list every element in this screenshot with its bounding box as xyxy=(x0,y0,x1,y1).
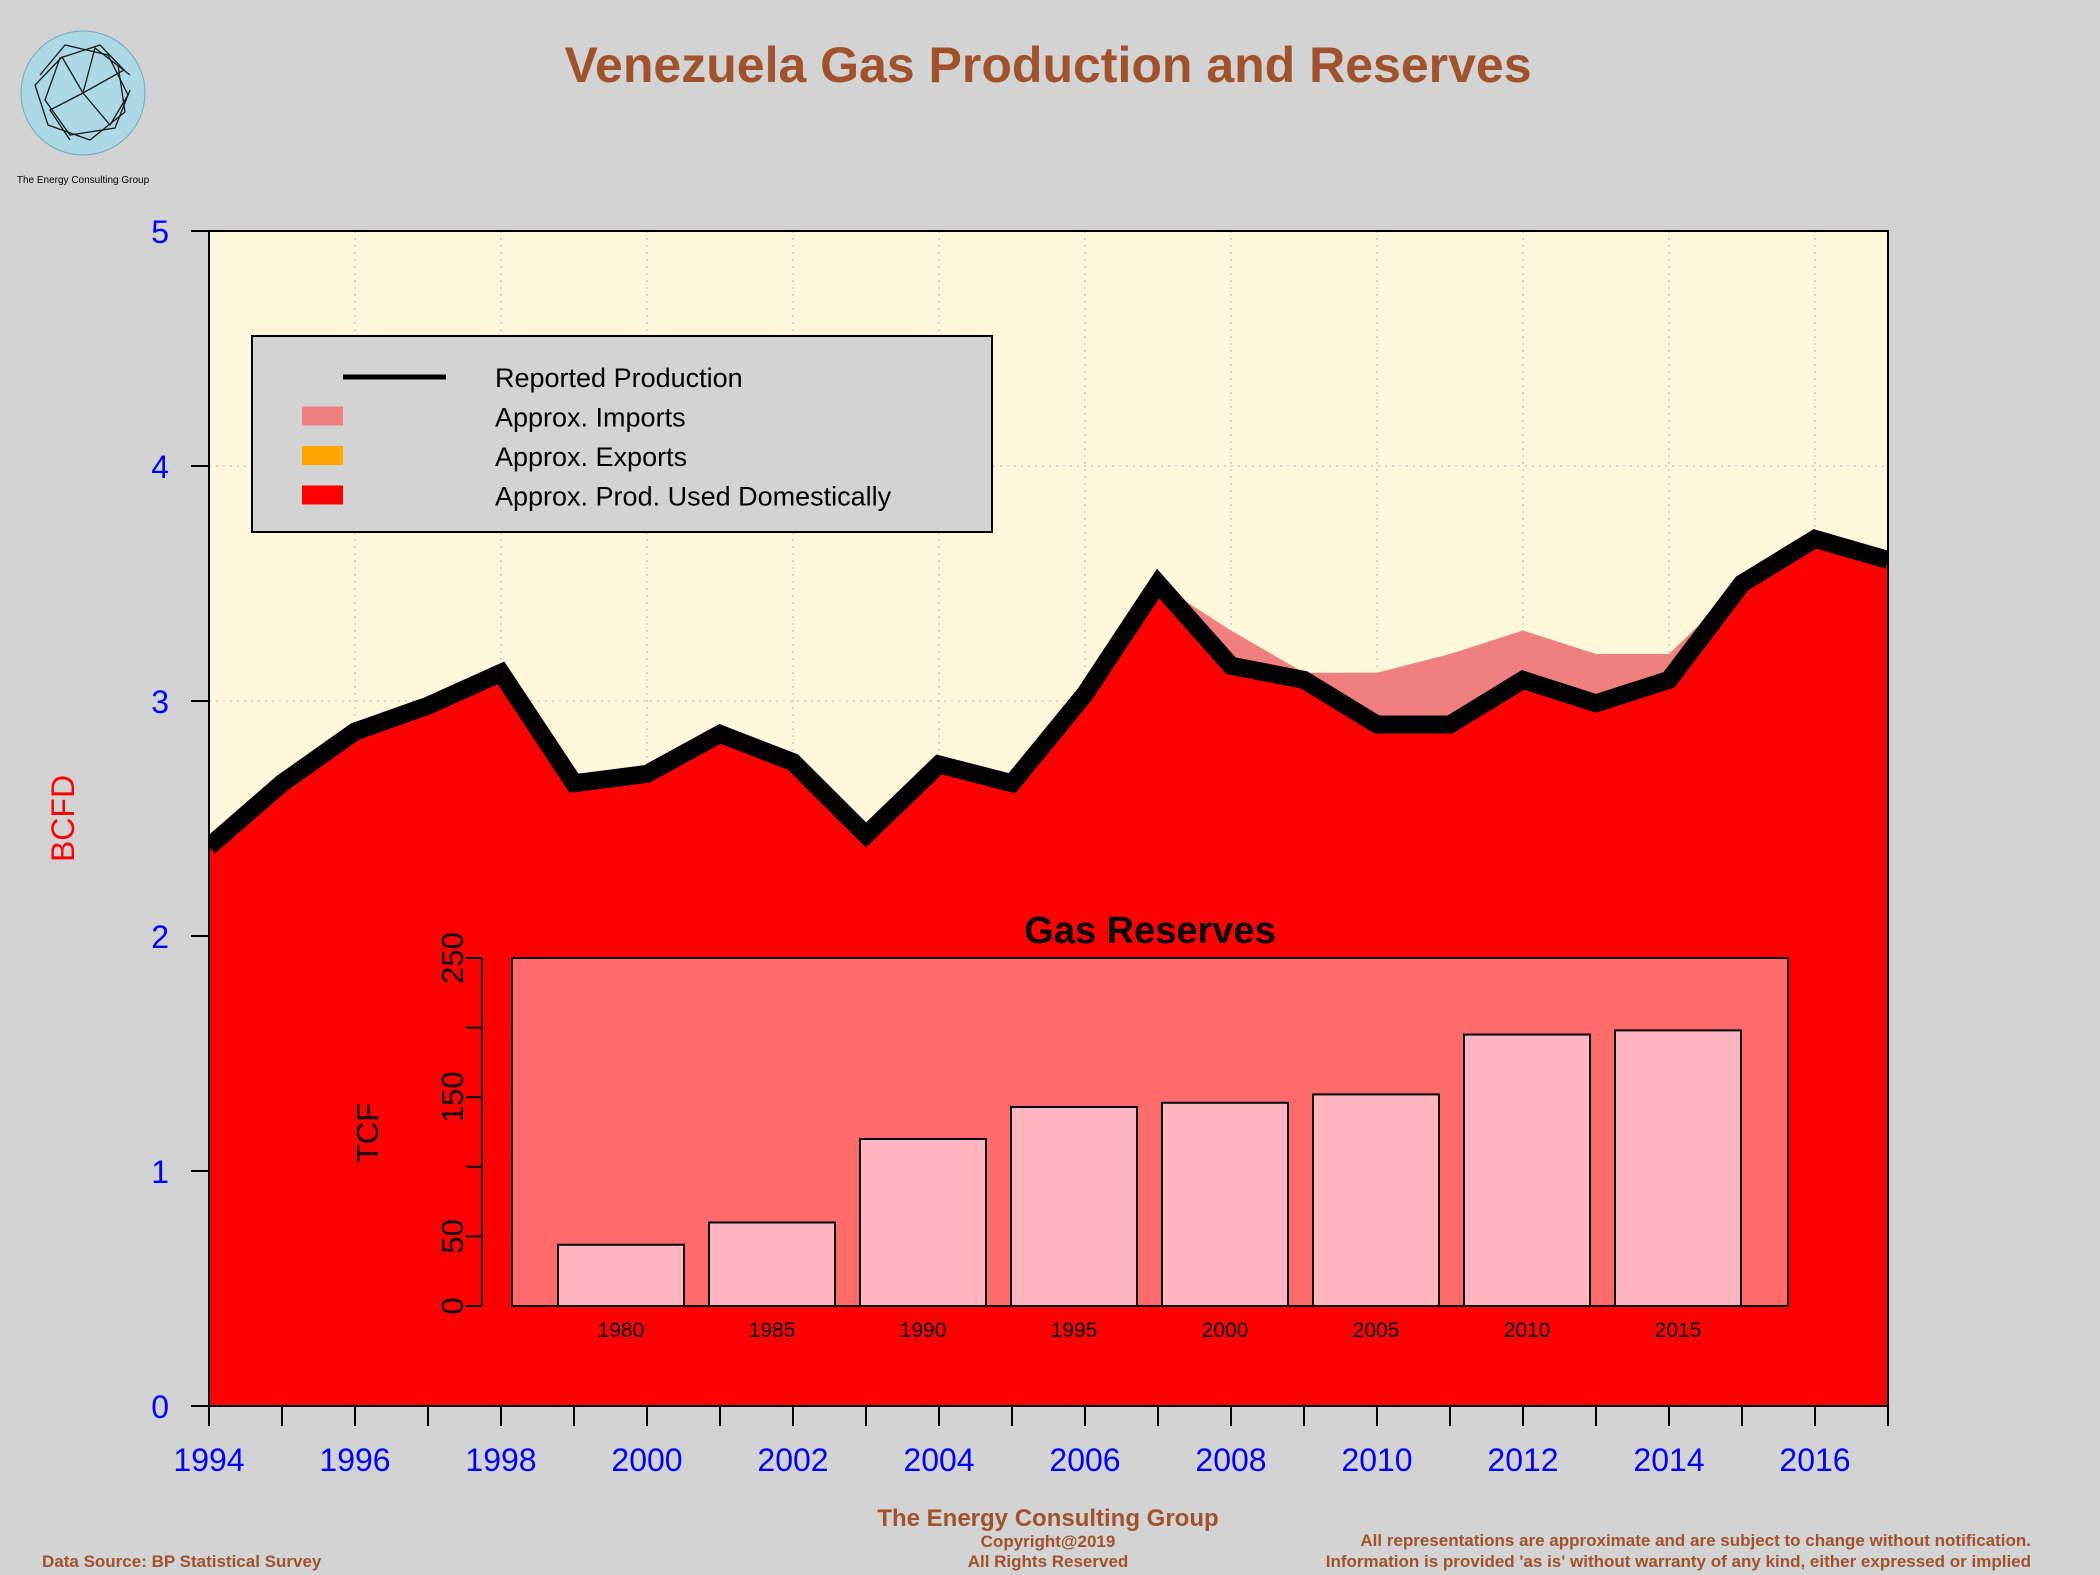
data-source: Data Source: BP Statistical Survey xyxy=(42,1552,322,1571)
footer-copyright: Copyright@2019 xyxy=(981,1532,1116,1551)
disclaimer-line-1: All representations are approximate and … xyxy=(1360,1531,2031,1550)
production-line-group xyxy=(209,529,1888,854)
x-tick-label: 1994 xyxy=(173,1442,244,1478)
x-axis: 1994 1996 1998 2000 2002 2004 2006 2008 2010 2012… xyxy=(173,1405,1889,1478)
x-tick-label: 2016 xyxy=(1779,1442,1850,1478)
y-axis: 0 1 2 3 4 5 xyxy=(151,214,210,1425)
inset-x-tick-label: 2010 xyxy=(1504,1319,1551,1342)
y-tick-label: 1 xyxy=(151,1154,169,1190)
x-tick-label: 2004 xyxy=(903,1442,974,1478)
inset-bar xyxy=(1312,1093,1440,1308)
x-tick-label: 2008 xyxy=(1195,1442,1266,1478)
inset-x-tick-label: 2015 xyxy=(1655,1319,1702,1342)
production-line xyxy=(209,529,1888,854)
inset-bar xyxy=(1161,1101,1289,1307)
inset-title: Gas Reserves xyxy=(1024,910,1275,952)
legend-label: Approx. Imports xyxy=(495,403,686,433)
legend-swatch xyxy=(302,446,343,465)
legend-box xyxy=(251,335,993,533)
inset-bar xyxy=(1463,1033,1591,1308)
inset-x-tick-label: 1985 xyxy=(749,1319,796,1342)
legend-swatch xyxy=(302,406,343,426)
inset-bar xyxy=(859,1137,987,1307)
inset-x-tick-label: 1980 xyxy=(598,1319,645,1342)
inset-bar xyxy=(557,1243,685,1307)
y-tick-label: 5 xyxy=(151,214,169,250)
inset-x-tick-label: 1990 xyxy=(900,1319,947,1342)
inset-y-axis-label: TCF xyxy=(350,1103,385,1163)
y-tick-label: 4 xyxy=(151,449,169,485)
x-tick-label: 2012 xyxy=(1487,1442,1558,1478)
inset-reserves-chart: Gas Reserves 1980 1985 1990 1995 2000 2005 2010… xyxy=(350,910,1789,1342)
legend: Reported Production Approx. Imports Approx… xyxy=(251,335,993,533)
inset-x-tick-label: 1995 xyxy=(1051,1319,1098,1342)
inset-x-tick-label: 2005 xyxy=(1353,1319,1400,1342)
x-tick-label: 2006 xyxy=(1049,1442,1120,1478)
legend-label: Approx. Prod. Used Domestically xyxy=(495,482,892,512)
y-tick-label: 3 xyxy=(151,684,169,720)
footer: Data Source: BP Statistical Survey The E… xyxy=(42,1505,2031,1571)
inset-y-tick-label: 50 xyxy=(435,1219,470,1253)
inset-y-tick-label: 250 xyxy=(435,932,470,984)
inset-plot-area xyxy=(511,957,1789,1307)
x-tick-label: 2014 xyxy=(1633,1442,1704,1478)
disclaimer-line-2: Information is provided 'as is' without … xyxy=(1326,1552,2031,1571)
inset-y-tick-label: 150 xyxy=(435,1071,470,1123)
y-tick-label: 2 xyxy=(151,919,169,955)
inset-bar xyxy=(708,1221,836,1307)
legend-swatch xyxy=(302,485,343,505)
footer-rights: All Rights Reserved xyxy=(968,1552,1129,1571)
logo-spiral-icon xyxy=(34,44,131,141)
y-tick-label: 0 xyxy=(151,1389,169,1425)
y-axis-label: BCFD xyxy=(45,775,81,862)
inset-x-tick-label: 2000 xyxy=(1202,1319,1249,1342)
x-tick-label: 1996 xyxy=(319,1442,390,1478)
chart-title: Venezuela Gas Production and Reserves xyxy=(564,37,1531,93)
x-tick-label: 2000 xyxy=(611,1442,682,1478)
x-tick-label: 2002 xyxy=(757,1442,828,1478)
inset-bar xyxy=(1614,1029,1742,1308)
legend-label: Approx. Exports xyxy=(495,442,687,472)
legend-label: Reported Production xyxy=(495,363,743,393)
logo: The Energy Consulting Group xyxy=(17,30,150,186)
footer-company: The Energy Consulting Group xyxy=(877,1505,1218,1532)
x-tick-label: 2010 xyxy=(1341,1442,1412,1478)
x-tick-label: 1998 xyxy=(465,1442,536,1478)
inset-bar xyxy=(1010,1105,1138,1307)
inset-y-tick-label: 0 xyxy=(435,1297,470,1314)
logo-caption: The Energy Consulting Group xyxy=(17,175,150,186)
